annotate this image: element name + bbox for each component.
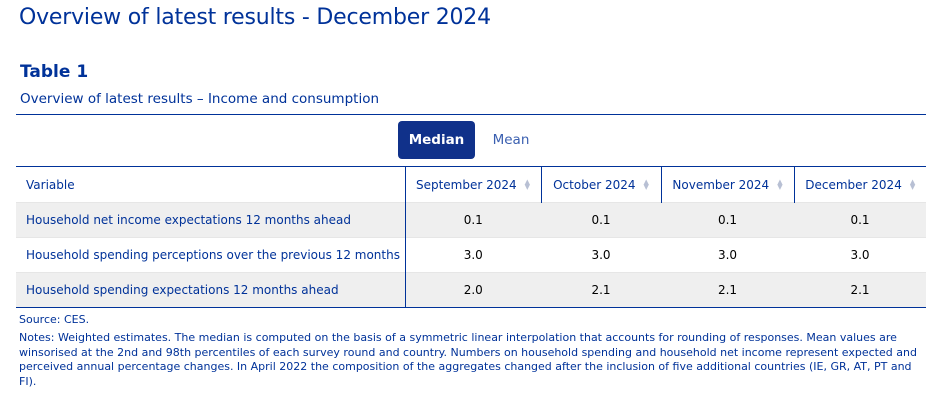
- table-cell: 0.1: [541, 202, 661, 238]
- column-header-november[interactable]: November 2024 ▲ ▼: [660, 167, 794, 203]
- column-header-label: October 2024: [553, 177, 636, 192]
- table-cell: 2.1: [661, 272, 794, 308]
- column-header-september[interactable]: September 2024 ▲ ▼: [404, 167, 541, 203]
- row-variable-label: Household net income expectations 12 mon…: [16, 202, 406, 238]
- table-cell: 2.1: [541, 272, 661, 308]
- header-divider: [16, 166, 926, 167]
- table-header-row: Variable September 2024 ▲ ▼ October 2024 …: [16, 167, 926, 203]
- table-row: Household spending perceptions over the …: [16, 237, 926, 273]
- column-header-label: December 2024: [805, 177, 902, 192]
- column-header-label: November 2024: [672, 177, 770, 192]
- column-header-variable[interactable]: Variable: [16, 167, 405, 203]
- sort-arrows-icon[interactable]: ▲ ▼: [524, 177, 531, 191]
- row-variable-label: Household spending expectations 12 month…: [16, 272, 406, 308]
- table-cell: 0.1: [794, 202, 926, 238]
- table-row: Household net income expectations 12 mon…: [16, 202, 926, 238]
- table-cell: 2.0: [405, 272, 541, 308]
- table-cell: 3.0: [405, 237, 541, 273]
- table-subtitle: Overview of latest results – Income and …: [20, 91, 380, 107]
- top-divider: [16, 114, 926, 115]
- row-variable-label: Household spending perceptions over the …: [16, 237, 406, 273]
- table-cell: 0.1: [661, 202, 794, 238]
- sort-arrows-icon[interactable]: ▲ ▼: [909, 177, 916, 191]
- table-cell: 0.1: [405, 202, 541, 238]
- table-cell: 3.0: [661, 237, 794, 273]
- column-header-label: September 2024: [415, 177, 517, 192]
- footnotes: Notes: Weighted estimates. The median is…: [19, 331, 917, 388]
- median-toggle-button[interactable]: Median: [398, 121, 475, 159]
- table-cell: 2.1: [794, 272, 926, 308]
- table-cell: 3.0: [541, 237, 661, 273]
- page-title: Overview of latest results - December 20…: [19, 5, 491, 30]
- column-header-october[interactable]: October 2024 ▲ ▼: [540, 167, 661, 203]
- source-note: Source: CES.: [19, 313, 90, 326]
- column-header-december[interactable]: December 2024 ▲ ▼: [793, 167, 926, 203]
- sort-arrows-icon[interactable]: ▲ ▼: [643, 177, 649, 191]
- table-cell: 3.0: [794, 237, 926, 273]
- table-label: Table 1: [20, 62, 89, 82]
- sort-arrows-icon[interactable]: ▲ ▼: [777, 177, 783, 191]
- column-header-label: Variable: [26, 177, 75, 192]
- table-row: Household spending expectations 12 month…: [16, 272, 926, 308]
- results-table: Variable September 2024 ▲ ▼ October 2024 …: [16, 167, 926, 308]
- mean-toggle-button[interactable]: Mean: [481, 121, 541, 159]
